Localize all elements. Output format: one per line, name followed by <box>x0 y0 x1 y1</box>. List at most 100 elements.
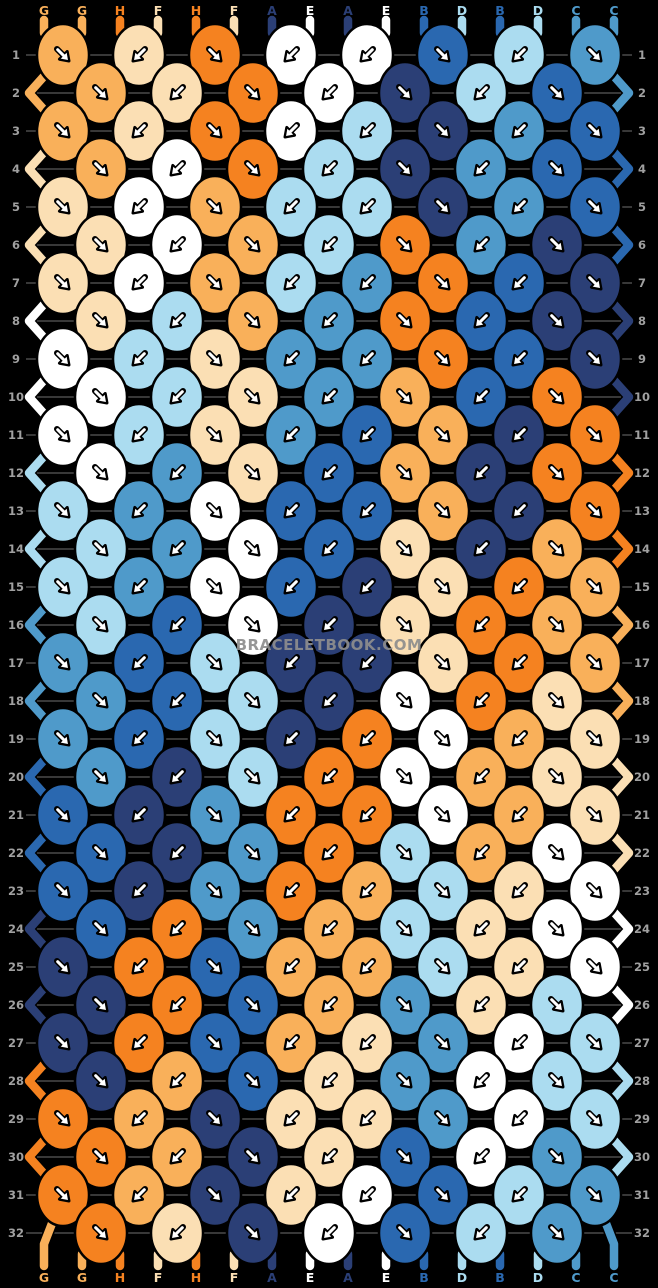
knot <box>111 554 167 620</box>
knot <box>415 478 471 544</box>
arrow-down-right-icon <box>91 1223 109 1241</box>
arrow-down-right-icon <box>243 1147 261 1165</box>
knot <box>35 934 91 1000</box>
knot <box>415 934 471 1000</box>
arrow-head <box>212 736 220 744</box>
arrow-head <box>250 242 258 250</box>
arrow-down-right-icon <box>547 311 565 329</box>
row-number-right: 25 <box>634 960 650 974</box>
arrow-head <box>402 774 410 782</box>
arrow-head <box>212 888 220 896</box>
arrow-down-right-icon <box>53 45 71 63</box>
arrow-head <box>212 432 220 440</box>
arrow-head <box>172 166 180 174</box>
arrow-head <box>324 166 332 174</box>
knot <box>415 98 471 164</box>
arrow-head <box>172 90 180 98</box>
arrow-down-right-icon <box>585 197 603 215</box>
knot <box>453 744 509 810</box>
row-number-left: 11 <box>8 428 24 442</box>
knot <box>73 516 129 582</box>
knot <box>35 326 91 392</box>
knot <box>187 554 243 620</box>
arrow-down-left-icon <box>169 539 187 557</box>
knot <box>529 364 585 430</box>
arrow-down-right-icon <box>585 273 603 291</box>
knot <box>263 1010 319 1076</box>
arrow-down-right-icon <box>243 311 261 329</box>
arrow-head <box>324 90 332 98</box>
arrow-down-right-icon <box>205 1109 223 1127</box>
string-label-bottom: D <box>457 1270 467 1285</box>
string-label-top: G <box>77 3 87 18</box>
arrow-head <box>172 698 180 706</box>
knot <box>225 668 281 734</box>
knot <box>301 136 357 202</box>
arrow-down-left-icon <box>169 1223 187 1241</box>
arrow-head <box>172 850 180 858</box>
arrow-down-right-icon <box>433 729 451 747</box>
knot <box>529 136 585 202</box>
knot <box>149 516 205 582</box>
arrow-down-left-icon <box>359 425 377 443</box>
arrow-head <box>286 584 294 592</box>
arrow-down-right-icon <box>205 121 223 139</box>
arrow-head <box>286 280 294 288</box>
knot <box>415 326 471 392</box>
arrow-head <box>402 622 410 630</box>
knot <box>529 440 585 506</box>
arrow-head <box>324 698 332 706</box>
arrow-head <box>286 128 294 136</box>
arrow-down-right-icon <box>243 615 261 633</box>
arrow-head <box>134 964 142 972</box>
knot <box>73 668 129 734</box>
arrow-head <box>134 584 142 592</box>
arrow-head <box>286 736 294 744</box>
string-label-top: A <box>267 3 277 18</box>
row-number-left: 19 <box>8 732 24 746</box>
arrow-down-right-icon <box>433 121 451 139</box>
knot <box>35 782 91 848</box>
row-number-right: 21 <box>634 808 650 822</box>
row-number-left: 4 <box>12 162 20 176</box>
knot <box>225 440 281 506</box>
knot <box>263 782 319 848</box>
arrow-head <box>250 698 258 706</box>
string-label-bottom: H <box>191 1270 201 1285</box>
arrow-head <box>592 660 600 668</box>
knot <box>263 22 319 88</box>
arrow-down-left-icon <box>283 501 301 519</box>
arrow-down-left-icon <box>131 1109 149 1127</box>
arrow-down-left-icon <box>359 501 377 519</box>
string-label-bottom: A <box>267 1270 277 1285</box>
arrow-down-right-icon <box>395 843 413 861</box>
knot <box>415 250 471 316</box>
arrow-down-left-icon <box>283 121 301 139</box>
string-label-bottom: B <box>419 1270 429 1285</box>
arrow-down-right-icon <box>395 1223 413 1241</box>
knot <box>529 820 585 886</box>
arrow-down-left-icon <box>359 349 377 367</box>
arrow-head <box>362 888 370 896</box>
knot <box>111 22 167 88</box>
arrow-head <box>172 774 180 782</box>
arrow-down-right-icon <box>433 501 451 519</box>
arrow-head <box>362 1040 370 1048</box>
knot <box>263 174 319 240</box>
arrow-head <box>134 204 142 212</box>
string-label-top: B <box>419 3 429 18</box>
arrow-head <box>212 812 220 820</box>
string-label-bottom: C <box>571 1270 580 1285</box>
knot <box>491 554 547 620</box>
arrow-down-right-icon <box>547 843 565 861</box>
string-label-bottom: C <box>609 1270 618 1285</box>
arrow-head <box>592 888 600 896</box>
knot <box>453 516 509 582</box>
knot <box>377 60 433 126</box>
arrow-down-right-icon <box>395 159 413 177</box>
knot <box>301 212 357 278</box>
knot <box>187 98 243 164</box>
arrow-down-left-icon <box>131 501 149 519</box>
arrow-head <box>440 1192 448 1200</box>
knot <box>187 326 243 392</box>
